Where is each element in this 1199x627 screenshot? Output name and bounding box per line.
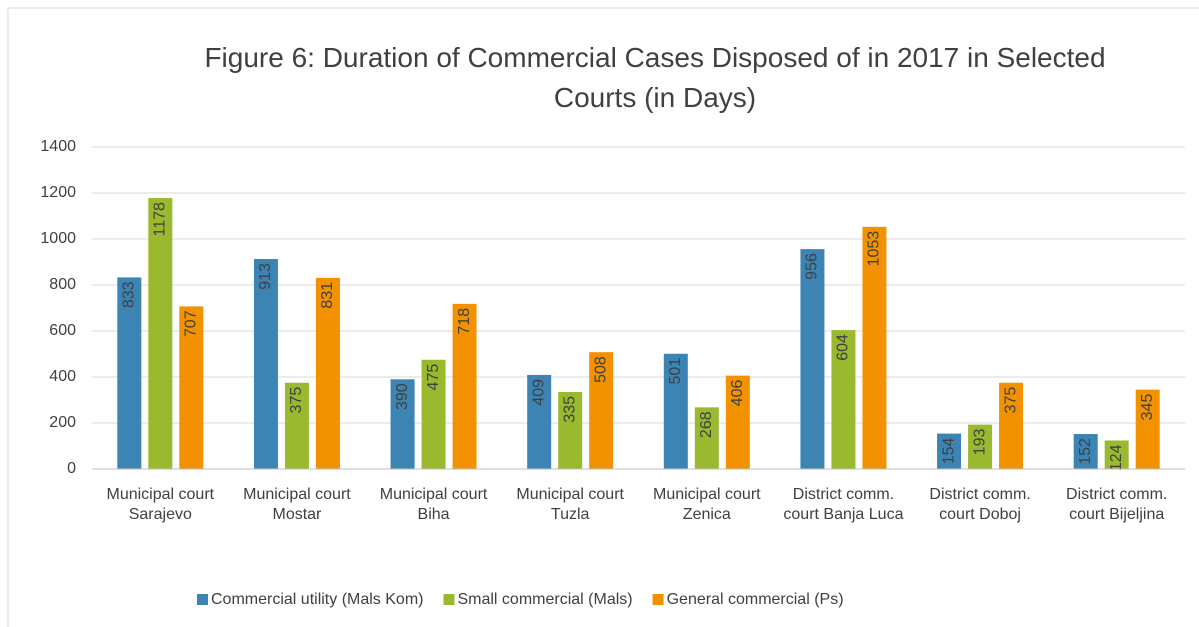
data-label: 154 [940,437,957,464]
x-tick-label: Municipal court Biha [379,486,488,523]
data-label: 1178 [152,202,169,237]
data-label: 913 [257,263,274,290]
x-tick-label: District comm. court Doboj [929,486,1031,523]
chart-title: Figure 6: Duration of Commercial Cases D… [204,42,1105,113]
data-label: 193 [971,429,988,456]
bar [589,352,614,469]
data-label: 508 [592,356,609,383]
data-label: 375 [288,387,305,414]
data-label: 604 [835,334,852,361]
data-label: 268 [698,411,715,438]
data-label: 345 [1139,394,1156,421]
x-tick-label: Municipal court Zenica [653,486,761,523]
bar [694,407,719,469]
data-label: 375 [1002,387,1019,414]
legend-swatch [197,594,208,605]
y-tick-label: 800 [49,276,76,293]
data-label: 707 [183,310,200,337]
x-tick-label: District comm. court Banja Luca [783,486,904,523]
x-tick-label: District comm. court Bijeljina [1066,486,1168,523]
bar [968,424,993,469]
legend-label: General commercial (Ps) [667,591,844,608]
bar [862,226,887,469]
x-tick-label: Municipal court Tuzla [516,486,624,523]
data-label: 501 [667,358,684,385]
x-tick-label: Municipal court Sarajevo [106,486,215,523]
bar [179,306,204,469]
bar [999,382,1024,469]
legend-swatch [443,594,455,605]
y-tick-label: 200 [49,414,76,431]
data-label: 831 [319,282,336,309]
bar [452,303,477,469]
x-tick-label: Municipal court Mostar [243,486,351,523]
y-tick-label: 0 [67,460,76,477]
data-label: 1053 [866,231,883,267]
data-label: 390 [394,383,411,410]
data-label: 833 [121,281,138,308]
bar [663,353,688,469]
bar [831,330,856,469]
data-label: 475 [425,364,442,391]
bar [937,433,962,469]
chart-frame [7,7,1199,627]
data-label: 409 [530,379,547,406]
data-label: 406 [729,380,746,407]
y-tick-label: 1000 [40,230,76,247]
bar [800,249,825,469]
bar [1104,440,1129,469]
y-tick-label: 400 [49,368,76,385]
bar [117,277,142,469]
y-tick-label: 1200 [40,184,76,201]
data-label: 152 [1077,438,1094,465]
bar [558,391,583,469]
bar [390,379,415,469]
bar [1135,389,1160,469]
y-tick-label: 1400 [40,138,76,155]
legend-swatch [652,594,664,605]
bar [148,198,173,469]
bar [315,277,340,469]
data-label: 335 [561,396,578,423]
bar [253,259,278,469]
data-label: 956 [804,253,821,280]
data-label: 718 [456,308,473,335]
legend-label: Commercial utility (Mals Kom) [211,591,423,608]
bar [527,374,552,469]
legend-label: Small commercial (Mals) [457,591,632,608]
bar [421,359,446,469]
y-tick-label: 600 [49,322,76,339]
data-label: 124 [1108,444,1125,471]
bar [1073,434,1098,469]
bar [725,375,750,469]
bar [284,382,309,469]
